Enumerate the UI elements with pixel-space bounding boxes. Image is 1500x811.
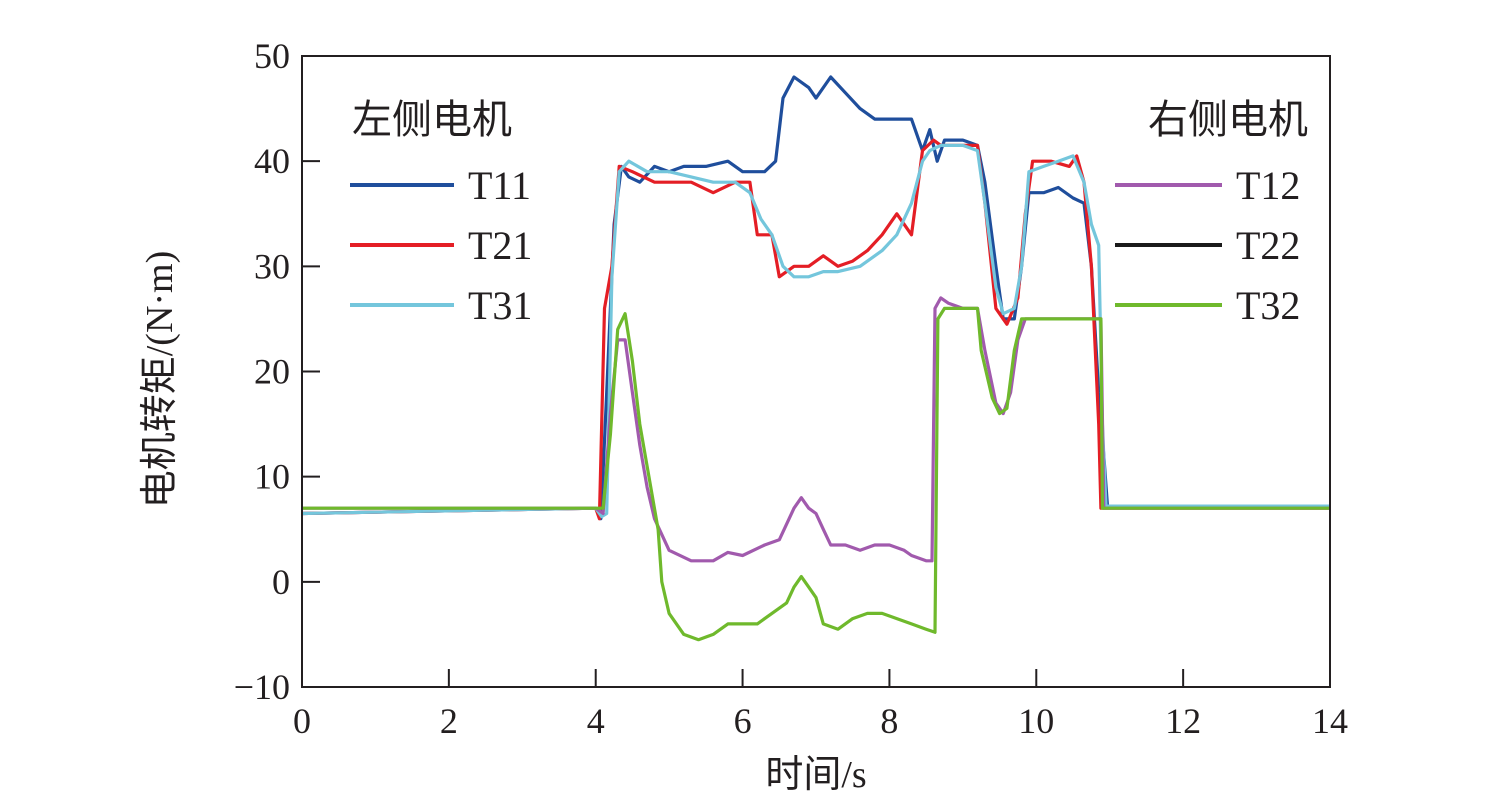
x-tick-label: 10: [1018, 701, 1054, 741]
series-line-t21: [302, 138, 1330, 521]
y-tick-label: 10: [254, 457, 290, 497]
legend-label-t11: T11: [468, 163, 531, 208]
y-tick-label: 40: [254, 141, 290, 181]
legend-layer: 左侧电机 T11 T21 T31 右侧电机 T12 T22 T32: [350, 97, 1308, 328]
legend-label-t32: T32: [1236, 283, 1300, 328]
series-layer: [302, 75, 1330, 642]
legend-title: 左侧电机: [352, 97, 512, 142]
legend-right: 右侧电机 T12 T22 T32: [1115, 97, 1308, 328]
x-tick-label: 12: [1165, 701, 1201, 741]
y-tick-label: 20: [254, 352, 290, 392]
series-line-t11: [302, 75, 1330, 521]
y-tick-label: 0: [272, 562, 290, 602]
legend-label-t22: T22: [1236, 223, 1300, 268]
x-tick-label: 6: [734, 701, 752, 741]
x-axis-title: 时间/s: [765, 754, 866, 796]
y-tick-label: −10: [234, 667, 290, 707]
legend-title: 右侧电机: [1148, 97, 1308, 142]
y-tick-label: 50: [254, 36, 290, 76]
x-tick-label: 4: [587, 701, 605, 741]
legend-label-t31: T31: [468, 283, 532, 328]
y-axis-title: 电机转矩/(N·m): [139, 251, 181, 509]
y-tick-label: 30: [254, 246, 290, 286]
plot-frame: [301, 55, 1331, 688]
x-tick-label: 8: [880, 701, 898, 741]
x-tick-label: 0: [293, 701, 311, 741]
series-line-t12: [302, 296, 1330, 563]
legend-left: 左侧电机 T11 T21 T31: [350, 97, 532, 328]
legend-label-t21: T21: [468, 223, 532, 268]
x-tick-label: 2: [440, 701, 458, 741]
x-tick-label: 14: [1312, 701, 1348, 741]
series-line-t32: [302, 306, 1330, 642]
legend-label-t12: T12: [1236, 163, 1300, 208]
series-line-t31: [302, 143, 1330, 519]
